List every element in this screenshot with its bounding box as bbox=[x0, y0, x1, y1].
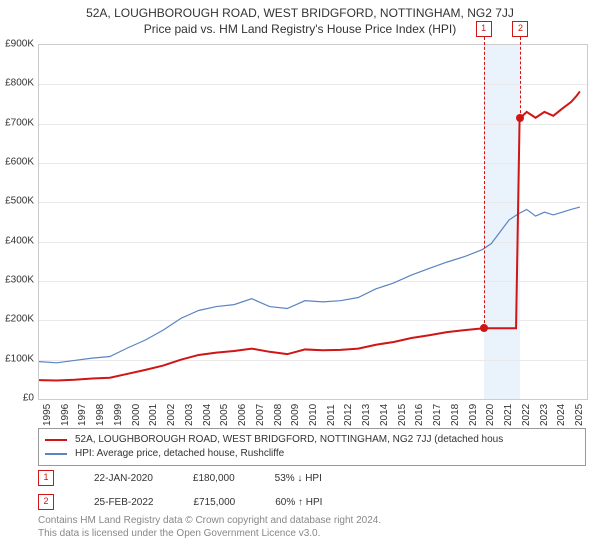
transaction-date: 22-JAN-2020 bbox=[94, 473, 153, 484]
x-tick-label: 2005 bbox=[219, 404, 230, 426]
legend-label: HPI: Average price, detached house, Rush… bbox=[75, 447, 284, 461]
legend-swatch bbox=[45, 439, 67, 441]
transaction-delta: 53% ↓ HPI bbox=[275, 473, 322, 484]
plot-area: 12 bbox=[38, 44, 588, 400]
transaction-marker-box: 2 bbox=[38, 494, 54, 510]
chart-title-line1: 52A, LOUGHBOROUGH ROAD, WEST BRIDGFORD, … bbox=[0, 0, 600, 20]
y-tick-label: £0 bbox=[0, 393, 34, 404]
y-tick-label: £300K bbox=[0, 275, 34, 286]
y-tick-label: £900K bbox=[0, 39, 34, 50]
attribution-line: Contains HM Land Registry data © Crown c… bbox=[38, 514, 586, 527]
x-tick-label: 2019 bbox=[468, 404, 479, 426]
y-tick-label: £100K bbox=[0, 353, 34, 364]
transaction-marker-box: 1 bbox=[38, 470, 54, 486]
y-tick-label: £400K bbox=[0, 235, 34, 246]
transaction-row: 1 22-JAN-2020 £180,000 53% ↓ HPI bbox=[38, 466, 586, 490]
x-tick-label: 2008 bbox=[273, 404, 284, 426]
attribution-line: This data is licensed under the Open Gov… bbox=[38, 527, 586, 540]
x-tick-label: 2012 bbox=[343, 404, 354, 426]
x-tick-label: 2010 bbox=[308, 404, 319, 426]
legend: 52A, LOUGHBOROUGH ROAD, WEST BRIDGFORD, … bbox=[38, 428, 586, 466]
transaction-price: £180,000 bbox=[193, 473, 235, 484]
transaction-row: 2 25-FEB-2022 £715,000 60% ↑ HPI bbox=[38, 490, 586, 514]
y-tick-label: £500K bbox=[0, 196, 34, 207]
x-tick-label: 2011 bbox=[326, 404, 337, 426]
y-tick-label: £700K bbox=[0, 117, 34, 128]
y-tick-label: £200K bbox=[0, 314, 34, 325]
x-tick-label: 1996 bbox=[60, 404, 71, 426]
chart-title-line2: Price paid vs. HM Land Registry's House … bbox=[0, 20, 600, 36]
x-tick-label: 2023 bbox=[539, 404, 550, 426]
legend-item: 52A, LOUGHBOROUGH ROAD, WEST BRIDGFORD, … bbox=[45, 433, 579, 447]
legend-label: 52A, LOUGHBOROUGH ROAD, WEST BRIDGFORD, … bbox=[75, 433, 503, 447]
x-tick-label: 2006 bbox=[237, 404, 248, 426]
x-tick-label: 1997 bbox=[77, 404, 88, 426]
x-tick-label: 1998 bbox=[95, 404, 106, 426]
x-tick-label: 2004 bbox=[202, 404, 213, 426]
x-tick-label: 2000 bbox=[131, 404, 142, 426]
x-tick-label: 2013 bbox=[361, 404, 372, 426]
x-tick-label: 2001 bbox=[148, 404, 159, 426]
legend-item: HPI: Average price, detached house, Rush… bbox=[45, 447, 579, 461]
x-tick-label: 1995 bbox=[42, 404, 53, 426]
x-tick-label: 1999 bbox=[113, 404, 124, 426]
x-tick-label: 2017 bbox=[432, 404, 443, 426]
chart-root: { "title1": "52A, LOUGHBOROUGH ROAD, WES… bbox=[0, 0, 600, 560]
attribution: Contains HM Land Registry data © Crown c… bbox=[38, 514, 586, 540]
transaction-price: £715,000 bbox=[193, 497, 235, 508]
y-tick-label: £600K bbox=[0, 157, 34, 168]
x-tick-label: 2024 bbox=[556, 404, 567, 426]
x-tick-label: 2016 bbox=[414, 404, 425, 426]
x-tick-label: 2015 bbox=[397, 404, 408, 426]
transaction-marker-flag: 1 bbox=[476, 21, 492, 37]
transaction-list: 1 22-JAN-2020 £180,000 53% ↓ HPI 2 25-FE… bbox=[38, 466, 586, 514]
transaction-marker-flag: 2 bbox=[512, 21, 528, 37]
x-tick-label: 2018 bbox=[450, 404, 461, 426]
y-tick-label: £800K bbox=[0, 78, 34, 89]
x-tick-label: 2022 bbox=[521, 404, 532, 426]
x-tick-label: 2003 bbox=[184, 404, 195, 426]
x-tick-label: 2007 bbox=[255, 404, 266, 426]
transaction-date: 25-FEB-2022 bbox=[94, 497, 153, 508]
x-tick-label: 2021 bbox=[503, 404, 514, 426]
x-tick-label: 2020 bbox=[485, 404, 496, 426]
transaction-delta: 60% ↑ HPI bbox=[275, 497, 322, 508]
legend-swatch bbox=[45, 453, 67, 455]
x-tick-label: 2025 bbox=[574, 404, 585, 426]
x-tick-label: 2002 bbox=[166, 404, 177, 426]
x-tick-label: 2014 bbox=[379, 404, 390, 426]
x-tick-label: 2009 bbox=[290, 404, 301, 426]
